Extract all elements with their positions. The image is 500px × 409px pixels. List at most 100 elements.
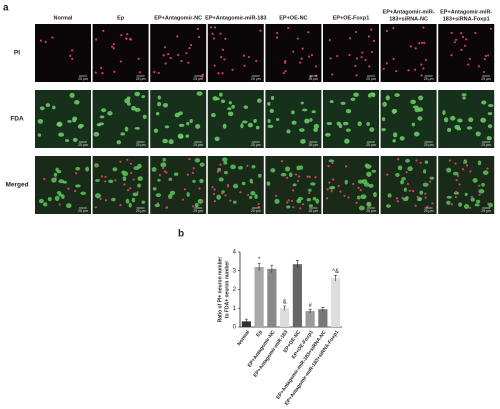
panel-label: b [178,229,184,240]
cell-pi [408,189,411,192]
cell-fda [472,178,478,183]
cell-pi [462,161,466,164]
cell-fda [411,122,416,127]
cell-pi [469,170,472,173]
cell-pi [470,195,473,198]
cell-fda [481,182,485,187]
cell-pi [299,61,302,64]
cell-fda [134,126,141,130]
cell-fda [45,103,51,108]
cell-fda [230,164,236,170]
cell-pi [157,71,160,75]
cell-pi [95,38,98,41]
cell-fda [228,101,232,105]
cell-fda [358,205,365,211]
cell-fda [155,111,160,116]
cell-fda [417,196,422,202]
cell-pi [382,67,385,70]
cell-pi [307,55,311,58]
cell-pi [420,63,423,66]
cell-fda [410,99,416,105]
cell-fda [223,161,228,165]
cell-fda [357,121,362,127]
cell-fda [360,194,367,200]
cell-fda [367,93,372,98]
cell-fda [356,195,361,200]
cell-fda [93,131,100,137]
cell-pi [453,41,457,44]
cell-pi [259,29,262,32]
cell-pi [314,176,317,179]
cell-fda [43,202,48,207]
cell-fda [344,138,350,144]
cell-fda [308,188,312,192]
cell-fda [137,176,143,181]
cell-fda [446,167,452,173]
scale-bar-label: 25 μm [481,143,491,147]
cell-fda [72,137,78,143]
cell-fda [241,181,246,186]
cell-pi [213,64,216,67]
cell-fda [222,123,227,129]
scale-bar-label: 25 μm [136,143,146,147]
cell-pi [162,54,165,57]
cell-pi [224,37,227,40]
cell-pi [196,27,199,30]
cell-fda [253,119,257,123]
cell-pi [372,39,375,42]
cell-pi [165,206,168,209]
column-header: EP+Antagomir-miR- [383,9,435,15]
micrograph [380,90,437,148]
cell-pi [345,165,348,168]
cell-fda [400,179,405,185]
cell-pi [292,50,295,53]
cell-fda [340,101,346,105]
cell-pi [367,35,371,38]
cell-pi [120,34,123,37]
bar [305,311,315,327]
cell-fda [401,177,406,181]
cell-pi [326,197,329,200]
cell-fda [257,98,262,103]
cell-fda [85,166,90,172]
column-header: 183+siRNA-Foxp1 [443,16,490,22]
cell-pi [104,175,107,179]
cell-fda [247,122,253,128]
cell-pi [239,191,242,194]
cell-fda [249,178,253,184]
cell-fda [227,107,232,111]
row-label: PI [14,50,20,57]
cell-fda [65,139,70,142]
cell-pi [332,178,335,181]
cell-pi [158,174,161,177]
cell-pi [285,176,289,179]
cell-pi [69,54,72,57]
cell-pi [301,47,304,50]
cell-pi [104,199,108,202]
cell-pi [487,54,490,57]
cell-pi [168,178,171,181]
cell-pi [396,200,399,203]
cell-fda [266,181,271,186]
cell-pi [405,171,408,174]
cell-pi [310,54,314,57]
cell-pi [424,196,427,199]
cell-pi [424,58,427,62]
cell-fda [160,162,167,168]
cell-fda [366,171,372,177]
cell-fda [80,191,87,195]
cell-fda [162,157,166,162]
y-tick-label: 1 [233,306,237,312]
cell-pi [450,54,453,57]
column-header: Ep [117,15,125,21]
cell-fda [157,101,162,107]
cell-fda [122,176,127,182]
cell-fda [413,131,420,137]
cell-pi [420,74,423,77]
cell-fda [326,121,333,126]
cell-pi [420,41,424,45]
cell-fda [311,110,316,114]
error-bar [283,305,287,311]
cell-fda [291,120,297,125]
cell-pi [300,57,303,60]
